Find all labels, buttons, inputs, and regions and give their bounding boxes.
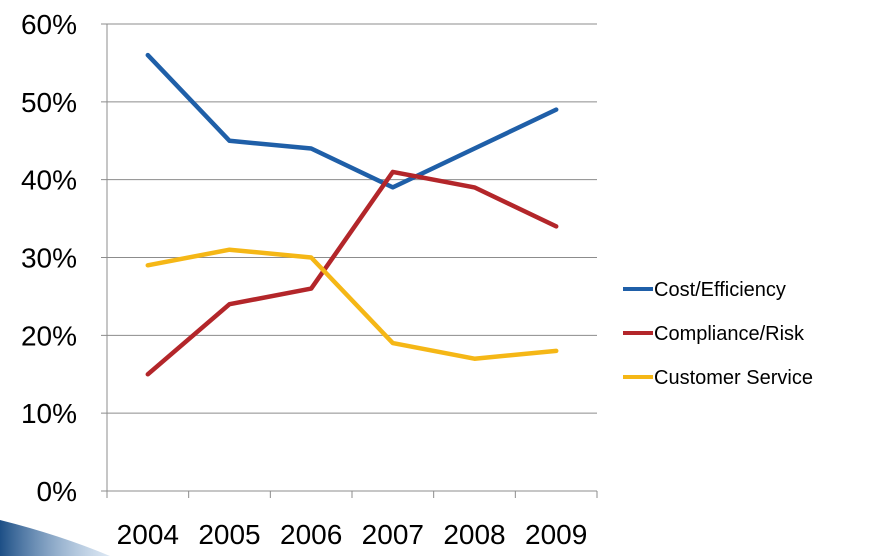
x-tick-label: 2005: [198, 519, 260, 550]
x-tick-label: 2006: [280, 519, 342, 550]
legend-label: Customer Service: [654, 367, 813, 389]
corner-decoration: [0, 520, 110, 556]
y-tick-label: 20%: [21, 320, 77, 351]
y-tick-label: 10%: [21, 398, 77, 429]
legend-label: Compliance/Risk: [654, 323, 805, 345]
y-tick-label: 50%: [21, 87, 77, 118]
legend: Cost/Efficiency Compliance/Risk Customer S…: [623, 279, 813, 389]
legend-label: Cost/Efficiency: [654, 279, 786, 301]
y-tick-label: 40%: [21, 165, 77, 196]
axes: [101, 24, 598, 498]
x-tick-label: 2008: [443, 519, 505, 550]
x-tick-label: 2009: [525, 519, 587, 550]
series-lines: [145, 52, 559, 377]
x-tick-label: 2007: [362, 519, 424, 550]
series-line-customer-service: [145, 247, 559, 361]
y-axis-ticks: 0% 10% 20% 30% 40% 50% 60%: [21, 9, 77, 507]
x-axis-ticks: 2004 2005 2006 2007 2008 2009: [117, 519, 588, 550]
y-tick-label: 0%: [37, 476, 77, 507]
series-line-cost-efficiency: [145, 52, 559, 190]
y-tick-label: 60%: [21, 9, 77, 40]
y-tick-label: 30%: [21, 243, 77, 274]
series-line-compliance-risk: [145, 169, 559, 377]
x-tick-label: 2004: [117, 519, 179, 550]
